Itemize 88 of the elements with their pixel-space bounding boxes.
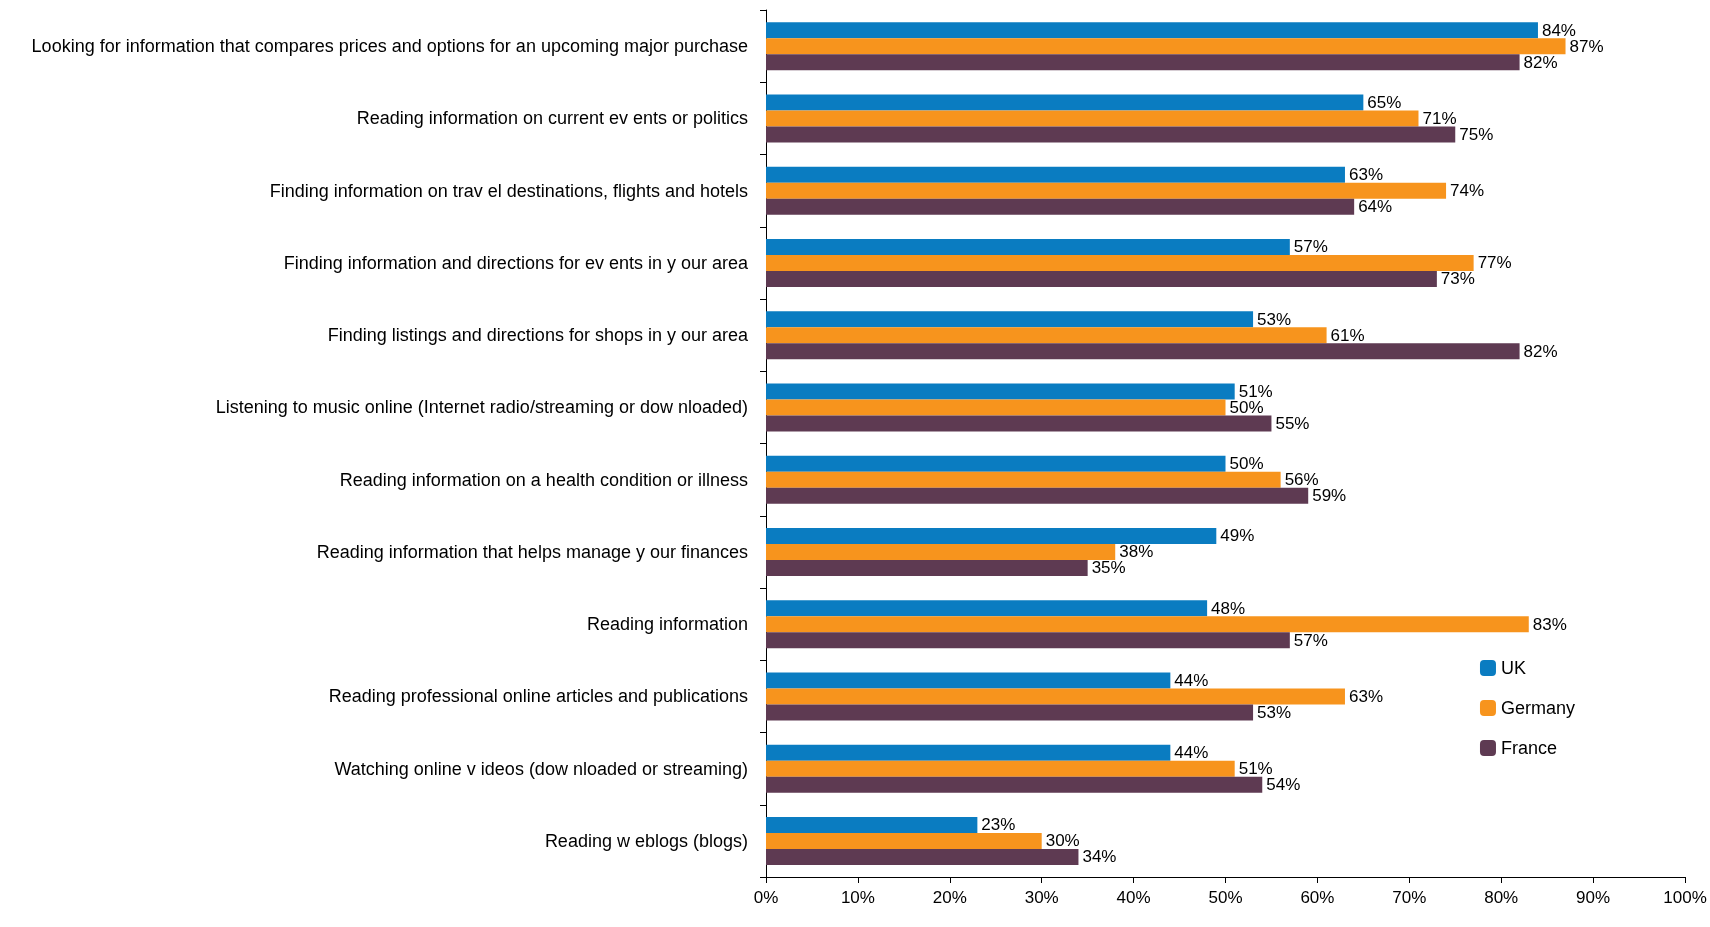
bar <box>766 776 1263 793</box>
bar <box>766 688 1345 705</box>
data-label: 44% <box>1174 670 1209 690</box>
bar <box>766 399 1226 416</box>
data-label: 75% <box>1459 124 1494 144</box>
data-label: 82% <box>1523 52 1558 72</box>
data-label: 57% <box>1293 630 1328 650</box>
y-tick-label: Listening to music online (Internet radio/streaming or dow nloaded) <box>215 397 748 418</box>
bar <box>766 632 1290 649</box>
bar <box>766 110 1419 127</box>
y-tick-label: Reading information on current ev ents or politics <box>356 108 748 129</box>
x-tick-label: 50% <box>1208 888 1243 907</box>
bar <box>766 22 1538 39</box>
y-tick-label: Reading information <box>586 614 748 635</box>
x-tick-label: 60% <box>1300 888 1335 907</box>
bar <box>766 38 1566 55</box>
y-tick-label: Watching online v ideos (dow nloaded or streaming) <box>334 758 748 779</box>
data-label: 50% <box>1229 454 1264 474</box>
data-label: 55% <box>1275 413 1310 433</box>
bar <box>766 487 1309 504</box>
bar <box>766 455 1226 472</box>
bar <box>766 238 1290 255</box>
bar <box>766 760 1235 777</box>
data-label: 61% <box>1330 325 1365 345</box>
bar <box>766 94 1364 111</box>
bar <box>766 54 1520 71</box>
x-tick-label: 100% <box>1663 888 1707 907</box>
x-tick-label: 0% <box>753 888 779 907</box>
data-label: 82% <box>1523 341 1558 361</box>
bar <box>766 832 1042 849</box>
x-tick-label: 30% <box>1024 888 1059 907</box>
y-tick-label: Looking for information that compares prices and options for an upcoming major purchase <box>31 36 748 57</box>
data-label: 73% <box>1440 269 1475 289</box>
data-label: 34% <box>1082 847 1117 867</box>
y-tick-label: Finding listings and directions for shops in y our area <box>327 325 749 346</box>
data-label: 53% <box>1257 702 1292 722</box>
x-tick-label: 80% <box>1484 888 1519 907</box>
data-label: 48% <box>1211 598 1246 618</box>
bar <box>766 270 1437 287</box>
data-label: 63% <box>1348 686 1383 706</box>
y-tick-label: Reading professional online articles and publications <box>328 686 748 707</box>
bar <box>766 616 1529 633</box>
data-label: 63% <box>1348 165 1383 185</box>
bar <box>766 126 1456 143</box>
data-label: 64% <box>1358 197 1393 217</box>
data-label: 49% <box>1220 526 1255 546</box>
x-tick-label: 70% <box>1392 888 1427 907</box>
bar <box>766 415 1272 432</box>
bar <box>766 327 1327 344</box>
data-label: 53% <box>1257 309 1292 329</box>
x-tick-label: 90% <box>1576 888 1611 907</box>
x-tick-label: 20% <box>932 888 967 907</box>
bar <box>766 704 1254 721</box>
bar <box>766 166 1345 183</box>
data-label: 77% <box>1477 253 1512 273</box>
x-tick-label: 40% <box>1116 888 1151 907</box>
legend-label: Germany <box>1500 698 1576 718</box>
y-tick-label: Finding information and directions for ev ents in y our area <box>283 252 749 273</box>
data-label: 44% <box>1174 743 1209 763</box>
x-tick-label: 10% <box>840 888 875 907</box>
data-label: 83% <box>1532 614 1567 634</box>
bar <box>766 311 1254 328</box>
bar <box>766 744 1171 761</box>
bar <box>766 600 1208 617</box>
y-tick-label: Finding information on trav el destinations, flights and hotels <box>269 180 748 201</box>
legend-label: UK <box>1500 658 1526 678</box>
data-label: 23% <box>981 815 1016 835</box>
data-label: 74% <box>1450 181 1485 201</box>
legend-label: France <box>1500 738 1558 758</box>
bar <box>766 471 1281 488</box>
bar <box>766 198 1355 215</box>
bar <box>766 383 1235 400</box>
data-label: 30% <box>1045 831 1080 851</box>
bar <box>766 343 1520 360</box>
bar <box>766 672 1171 689</box>
y-tick-label: Reading information on a health condition or illness <box>339 469 748 490</box>
y-tick-label: Reading w eblogs (blogs) <box>544 830 748 851</box>
bar <box>766 182 1447 199</box>
data-label: 71% <box>1422 108 1457 128</box>
bar <box>766 816 978 833</box>
bar <box>766 559 1088 576</box>
bar <box>766 543 1116 560</box>
data-label: 57% <box>1293 237 1328 257</box>
bar <box>766 848 1079 865</box>
bar <box>766 254 1474 271</box>
y-tick-label: Reading information that helps manage y our finances <box>316 541 748 562</box>
data-label: 65% <box>1367 92 1402 112</box>
bar <box>766 527 1217 544</box>
